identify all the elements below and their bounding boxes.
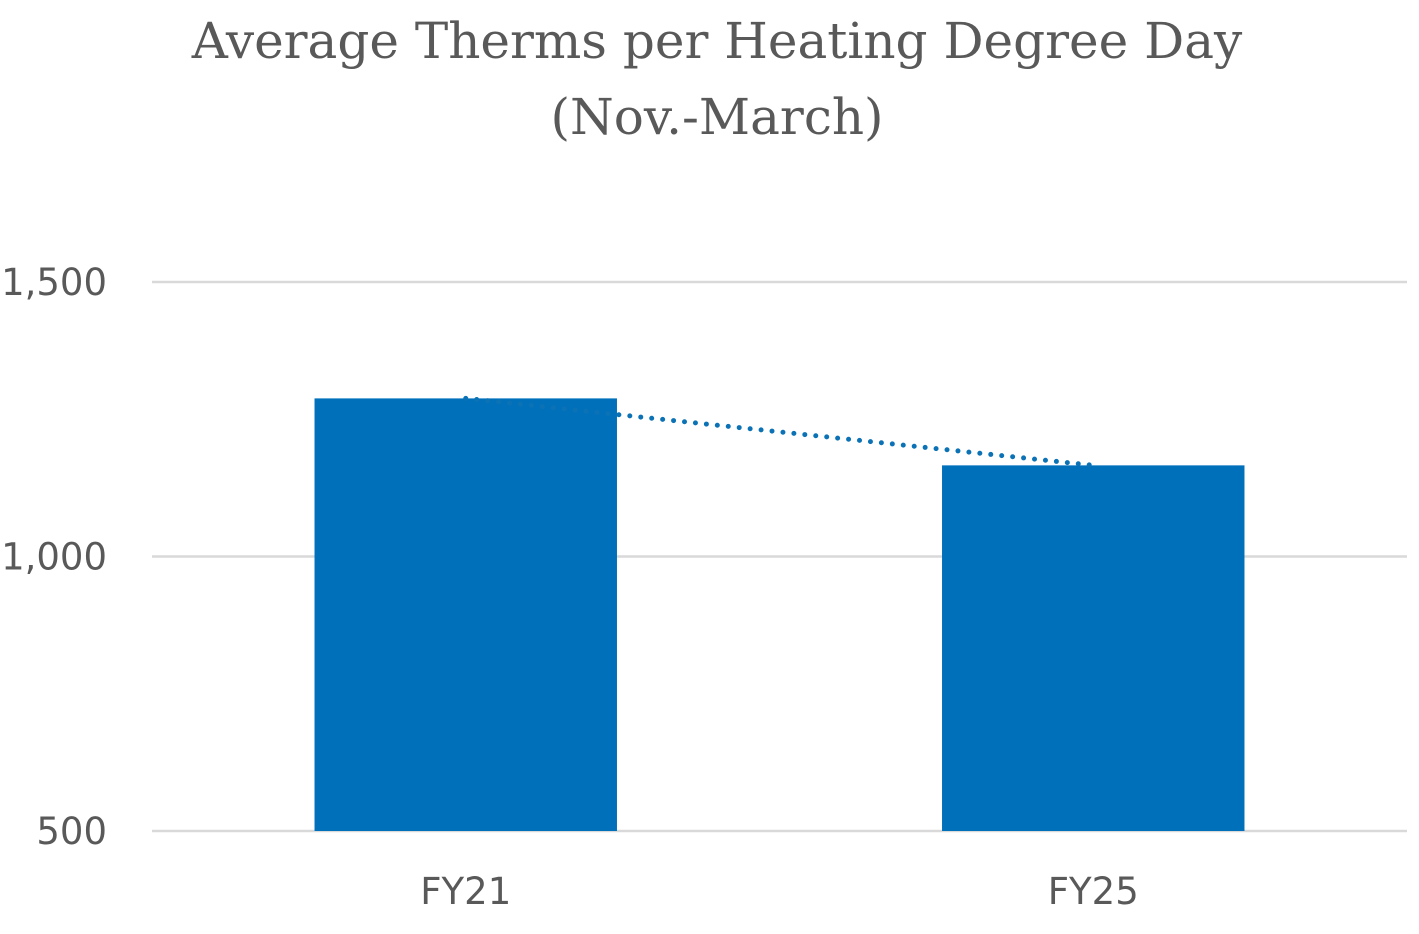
chart-title-line-1: Average Therms per Heating Degree Day [191, 12, 1243, 70]
y-tick-label-1500: 1,500 [1, 261, 107, 304]
y-tick-label-1000: 1,000 [1, 536, 107, 579]
x-tick-label-fy25: FY25 [1048, 870, 1139, 913]
y-tick-label-500: 500 [36, 810, 107, 853]
bar-fy21 [314, 398, 617, 831]
x-tick-label-fy21: FY21 [420, 870, 511, 913]
bar-fy25 [942, 465, 1245, 831]
trendline [463, 395, 1096, 468]
chart-title-line-2: (Nov.-March) [550, 88, 883, 146]
